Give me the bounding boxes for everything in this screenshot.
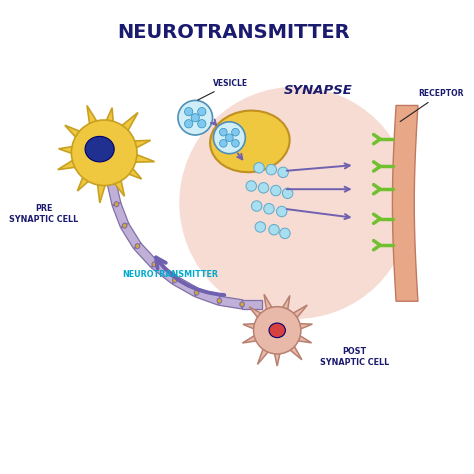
- Polygon shape: [195, 288, 221, 305]
- Polygon shape: [59, 145, 82, 156]
- Ellipse shape: [217, 298, 222, 303]
- Polygon shape: [97, 175, 108, 203]
- Ellipse shape: [194, 290, 199, 295]
- Circle shape: [271, 185, 281, 196]
- Polygon shape: [77, 168, 96, 191]
- Circle shape: [219, 139, 227, 147]
- Polygon shape: [257, 343, 273, 365]
- Circle shape: [232, 139, 239, 147]
- Circle shape: [283, 188, 293, 199]
- Circle shape: [198, 108, 206, 116]
- Ellipse shape: [152, 262, 156, 267]
- Polygon shape: [249, 307, 267, 323]
- Polygon shape: [273, 347, 282, 366]
- Polygon shape: [285, 340, 302, 360]
- Circle shape: [232, 128, 239, 136]
- Text: VESICLE: VESICLE: [198, 79, 248, 100]
- Circle shape: [198, 119, 206, 128]
- Circle shape: [266, 164, 276, 175]
- Ellipse shape: [210, 110, 290, 172]
- Polygon shape: [112, 202, 129, 227]
- Polygon shape: [152, 261, 178, 284]
- FancyArrowPatch shape: [156, 257, 224, 295]
- Circle shape: [226, 134, 233, 142]
- Circle shape: [269, 225, 279, 235]
- Circle shape: [252, 201, 262, 211]
- Text: NEUROTRANSMITTER: NEUROTRANSMITTER: [118, 23, 350, 42]
- Ellipse shape: [114, 202, 119, 207]
- Circle shape: [280, 228, 290, 238]
- Circle shape: [179, 87, 411, 319]
- Circle shape: [264, 203, 274, 214]
- Ellipse shape: [122, 223, 127, 228]
- Ellipse shape: [173, 278, 177, 283]
- Polygon shape: [242, 300, 262, 309]
- Ellipse shape: [269, 323, 285, 337]
- Polygon shape: [119, 161, 142, 179]
- Circle shape: [219, 128, 227, 136]
- Polygon shape: [292, 332, 311, 343]
- Polygon shape: [125, 140, 151, 152]
- Circle shape: [278, 167, 288, 178]
- Polygon shape: [293, 323, 312, 331]
- Ellipse shape: [135, 244, 140, 248]
- Circle shape: [254, 307, 301, 354]
- Circle shape: [276, 206, 287, 217]
- Circle shape: [258, 182, 269, 193]
- Polygon shape: [108, 183, 121, 205]
- Polygon shape: [134, 243, 157, 267]
- Text: PRE
SYNAPTIC CELL: PRE SYNAPTIC CELL: [9, 204, 78, 224]
- Circle shape: [255, 222, 265, 232]
- Text: SYNAPSE: SYNAPSE: [284, 84, 353, 97]
- Ellipse shape: [85, 137, 114, 162]
- Polygon shape: [65, 125, 89, 144]
- Circle shape: [254, 163, 264, 173]
- Ellipse shape: [240, 302, 245, 307]
- Polygon shape: [173, 276, 199, 297]
- Circle shape: [184, 119, 193, 128]
- Circle shape: [191, 114, 200, 122]
- Polygon shape: [264, 294, 275, 316]
- Polygon shape: [109, 171, 125, 196]
- Text: POST
SYNAPTIC CELL: POST SYNAPTIC CELL: [320, 347, 389, 366]
- Polygon shape: [243, 323, 262, 331]
- Text: NEUROTRANSMITTER: NEUROTRANSMITTER: [122, 270, 218, 279]
- Polygon shape: [58, 155, 84, 170]
- Circle shape: [213, 122, 246, 154]
- Polygon shape: [242, 332, 263, 343]
- Polygon shape: [102, 108, 114, 131]
- Circle shape: [72, 120, 137, 185]
- Circle shape: [246, 181, 256, 191]
- Polygon shape: [279, 295, 290, 316]
- Text: RECEPTOR: RECEPTOR: [400, 89, 464, 122]
- Polygon shape: [115, 112, 138, 139]
- Circle shape: [184, 108, 193, 116]
- Polygon shape: [126, 151, 155, 163]
- Polygon shape: [219, 296, 243, 309]
- Polygon shape: [87, 106, 102, 133]
- Circle shape: [178, 100, 212, 135]
- Polygon shape: [287, 305, 307, 323]
- Polygon shape: [121, 223, 141, 248]
